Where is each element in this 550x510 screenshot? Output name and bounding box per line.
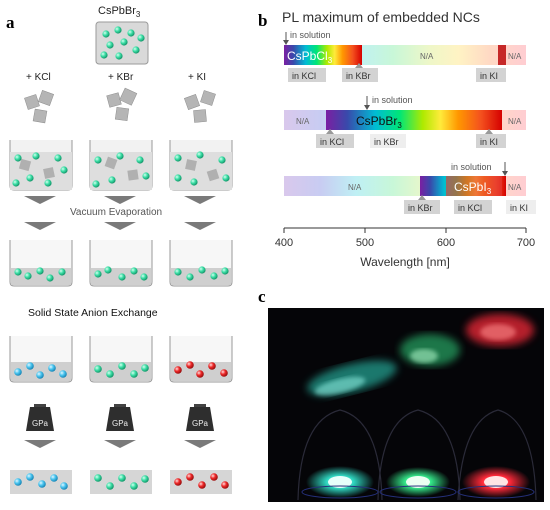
pellet-glows [306,466,530,498]
label-in-kbr: in KBr [408,203,433,213]
label-in-ki: in KI [480,71,498,81]
add-kcl-label: + KCl [26,72,51,83]
row-cspbcl3: CsPbCl3 N/A N/A in solution in KCl in KB… [283,30,526,82]
compound-label: CsPbCl3 [287,49,333,65]
vial-bases [301,485,535,499]
pressed-pellets [10,470,232,494]
svg-text:GPa: GPa [32,419,49,428]
tick-label: 700 [517,237,535,249]
panel-a: a CsPbBr3 + KCl + KBr + KI [6,5,233,494]
add-kbr-label: + KBr [108,72,134,83]
na-label: N/A [348,183,362,192]
panel-a-letter: a [6,13,15,32]
na-label: N/A [508,117,522,126]
in-solution-label: in solution [290,30,331,40]
pressure-weights: GPa GPa GPa [24,404,216,448]
salt-cubes [24,87,216,124]
svg-text:GPa: GPa [112,419,129,428]
glass-vials [297,409,537,501]
label-in-kbr: in KBr [346,71,371,81]
weight-icon: GPa [106,404,134,431]
na-label: N/A [508,52,522,61]
vacuum-evaporation-label: Vacuum Evaporation [70,207,162,218]
dried-beakers [9,240,233,287]
na-label: N/A [296,117,310,126]
label-in-kcl: in KCl [320,137,344,147]
tick-label: 500 [356,237,374,249]
panel-c: c [258,287,544,502]
panel-c-letter: c [258,287,266,306]
mixed-beakers [9,140,233,191]
compound-label: CsPbI3 [454,180,492,196]
emission-band [284,45,362,65]
axis-xlabel: Wavelength [nm] [360,255,450,269]
row-cspbbr3: N/A N/A CsPbBr3 in solution in KCl in KB… [284,95,526,148]
add-ki-label: + KI [188,72,206,83]
in-solution-label: in solution [372,95,413,105]
start-compound-label: CsPbBr3 [98,5,141,19]
solid-state-exchange-label: Solid State Anion Exchange [28,307,158,319]
wavelength-axis: 400 500 600 700 Wavelength [nm] [275,227,535,269]
ki-marker [498,45,506,65]
exchanged-beakers [9,336,233,383]
compound-label: CsPbBr3 [356,114,402,130]
tick-label: 600 [437,237,455,249]
label-in-kcl: in KCl [458,203,482,213]
tick-label: 400 [275,237,293,249]
na-label: N/A [420,52,434,61]
panel-b-title: PL maximum of embedded NCs [282,9,480,25]
down-arrows-2 [24,222,216,230]
panel-b-letter: b [258,11,267,30]
powder-glow [307,314,534,396]
label-in-kbr: in KBr [374,137,399,147]
down-arrows-1 [24,196,216,204]
label-in-ki: in KI [510,203,528,213]
label-in-ki: in KI [480,137,498,147]
in-solution-label: in solution [451,162,492,172]
weight-icon: GPa [186,404,214,431]
row-cspbi3: N/A N/A CsPbI3 in solution in KBr in KCl… [284,162,536,214]
na-label: N/A [508,183,522,192]
emission-band [326,110,502,130]
panel-b: b PL maximum of embedded NCs CsPbCl3 N/A… [258,9,536,269]
svg-text:GPa: GPa [192,419,209,428]
start-beaker [95,21,149,65]
label-in-kcl: in KCl [292,71,316,81]
weight-icon: GPa [26,404,54,431]
